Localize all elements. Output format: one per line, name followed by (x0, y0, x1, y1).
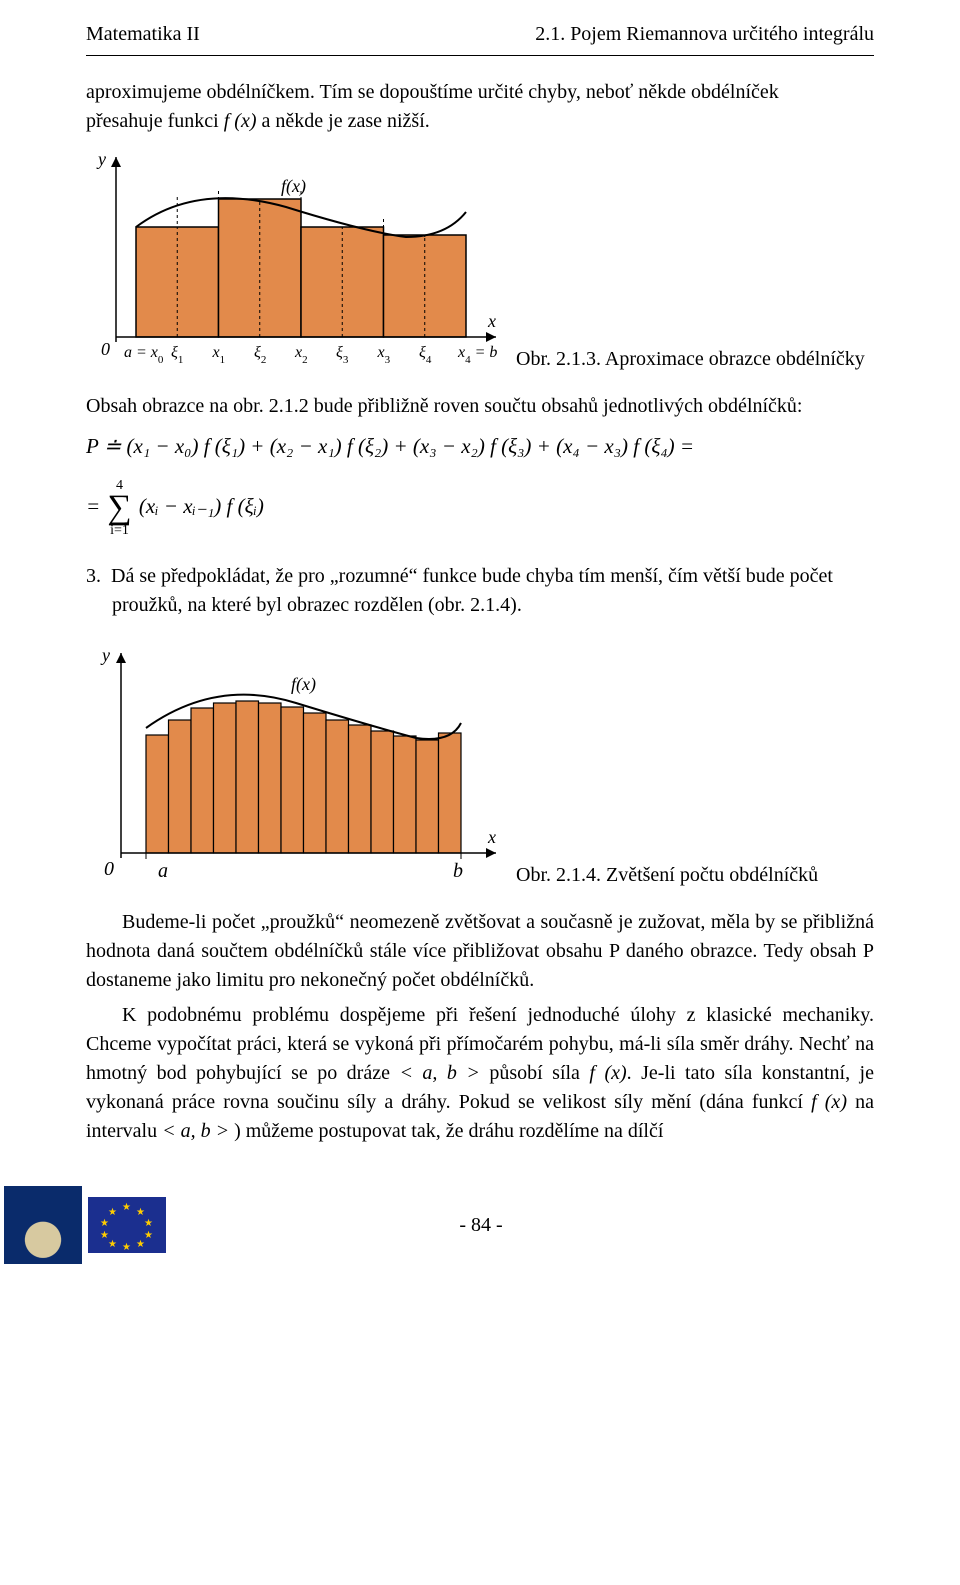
svg-text:ξ1: ξ1 (171, 344, 183, 366)
figure-1-svg: 0 y f(x) x a = x0 ξ1 ξ2 ξ3 ξ4 x1 x2 x3 x4 = b (86, 142, 506, 382)
body-p2: K podobnému problému dospějeme při řešen… (86, 1001, 874, 1146)
svg-text:a = x0: a = x0 (124, 344, 164, 366)
page-header: Matematika II 2.1. Pojem Riemannova urči… (86, 20, 874, 49)
item3-b: proužků, na které byl obrazec rozdělen (… (112, 594, 522, 616)
header-left: Matematika II (86, 20, 200, 49)
svg-text:0: 0 (101, 339, 110, 359)
p2-interval2: < a, b > (162, 1120, 229, 1142)
svg-text:x1: x1 (212, 344, 226, 366)
figure-2-svg: 0 y f(x) x a b (86, 638, 506, 898)
p2-interval1: < a, b > (399, 1062, 479, 1084)
p2-fx1: f (x) (589, 1062, 626, 1084)
svg-text:0: 0 (104, 858, 114, 880)
header-right: 2.1. Pojem Riemannova určitého integrálu (535, 20, 874, 49)
figure-1-caption: Obr. 2.1.3. Aproximace obrazce obdélníčk… (516, 345, 865, 374)
eq1-text: P ≐ (x₁ − x₀) f (ξ₁) + (x₂ − x₁) f (ξ₂) … (86, 434, 694, 458)
header-rule (86, 55, 874, 56)
sigma-icon: ∑ (107, 493, 131, 524)
p2b: působí síla (480, 1062, 590, 1084)
equation-1: P ≐ (x₁ − x₀) f (ξ₁) + (x₂ − x₁) f (ξ₂) … (86, 431, 874, 461)
svg-text:b: b (453, 860, 463, 882)
svg-text:f(x): f(x) (281, 176, 306, 197)
svg-text:x: x (487, 311, 496, 331)
equation-2: = 4 ∑ i=1 (xᵢ − xᵢ₋₁) f (ξᵢ) (86, 479, 874, 538)
svg-text:x4 = b: x4 = b (457, 344, 497, 366)
fx-inline: f (x) (224, 110, 257, 132)
body-p1: Budeme-li počet „proužků“ neomezeně zvět… (86, 908, 874, 995)
figure-1-row: 0 y f(x) x a = x0 ξ1 ξ2 ξ3 ξ4 x1 x2 x3 x4 = b Obr. 2… (86, 142, 874, 382)
intro-line2b: a někde je zase nižší. (257, 110, 430, 132)
item3-a: Dá se předpokládat, že pro „rozumné“ fun… (111, 565, 833, 587)
after-fig1: Obsah obrazce na obr. 2.1.2 bude přibliž… (86, 392, 874, 421)
eq2-body: (xᵢ − xᵢ₋₁) f (ξᵢ) (139, 495, 264, 519)
figure-2-caption: Obr. 2.1.4. Zvětšení počtu obdélníčků (516, 861, 818, 890)
svg-text:a: a (158, 860, 168, 882)
svg-text:y: y (100, 645, 110, 665)
svg-text:x3: x3 (377, 344, 391, 366)
item3-num: 3. (86, 565, 101, 587)
page-number: - 84 - (166, 1211, 796, 1240)
intro-line2a: přesahuje funkci (86, 110, 224, 132)
intro-line1: aproximujeme obdélníčkem. Tím se dopoušt… (86, 81, 779, 103)
eu-flag-icon: ★ ★ ★ ★ ★ ★ ★ ★ ★ ★ (88, 1197, 166, 1253)
svg-text:ξ4: ξ4 (419, 344, 432, 366)
svg-text:x2: x2 (294, 344, 308, 366)
page-footer: ★ ★ ★ ★ ★ ★ ★ ★ ★ ★ - 84 - (0, 1186, 960, 1264)
svg-text:x: x (487, 827, 496, 847)
svg-text:ξ3: ξ3 (336, 344, 349, 366)
sum-lower: i=1 (107, 524, 131, 538)
p2-fx2: f (x) (811, 1091, 847, 1113)
item-3: 3. Dá se předpokládat, že pro „rozumné“ … (86, 562, 874, 620)
svg-text:f(x): f(x) (291, 674, 316, 695)
svg-text:y: y (96, 149, 106, 169)
p2e: ) můžeme postupovat tak, že dráhu rozděl… (229, 1120, 663, 1142)
esf-logo-icon (4, 1186, 82, 1264)
figure-2-row: 0 y f(x) x a b Obr. 2.1.4. Zvětšení počtu obd… (86, 638, 874, 898)
sum-symbol: 4 ∑ i=1 (107, 479, 131, 538)
svg-text:ξ2: ξ2 (254, 344, 266, 366)
intro-para: aproximujeme obdélníčkem. Tím se dopoušt… (86, 78, 874, 136)
